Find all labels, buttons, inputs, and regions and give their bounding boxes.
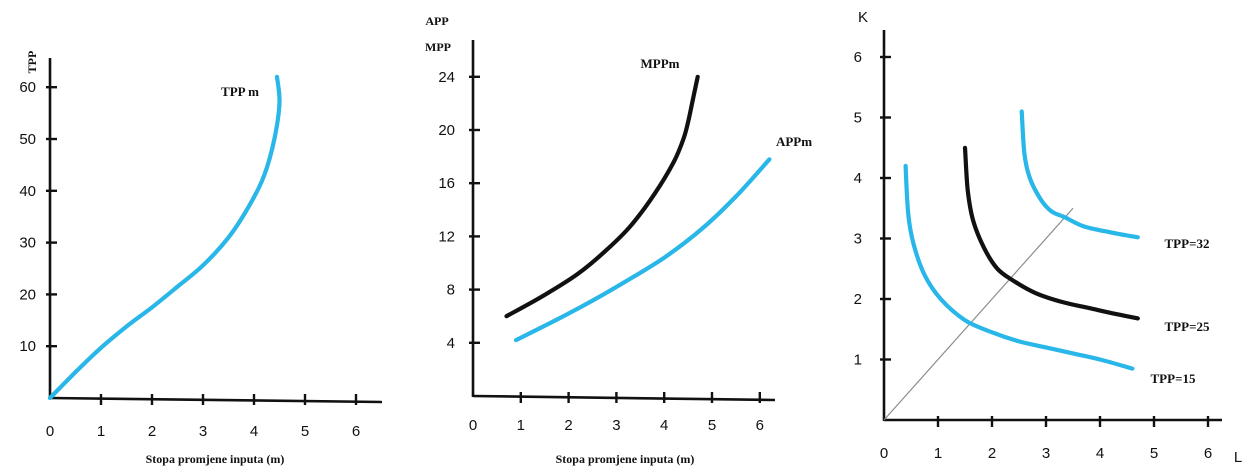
x-tick-label: 4 <box>1096 445 1104 462</box>
y-axis-label-secondary: MPP <box>425 40 451 54</box>
x-tick-label: 2 <box>564 417 572 434</box>
series-line-tpp-m <box>47 74 282 401</box>
x-tick-label: 2 <box>988 445 996 462</box>
x-tick-label: 0 <box>46 423 54 440</box>
x-tick-label: 5 <box>1150 445 1158 462</box>
series-label: TPP m <box>221 84 259 99</box>
y-tick-label: 1 <box>854 352 862 369</box>
y-tick-label: 50 <box>19 131 36 148</box>
x-tick-label: 5 <box>301 423 309 440</box>
y-tick-label: 60 <box>19 79 36 96</box>
x-tick-label: 5 <box>708 417 716 434</box>
series-label: TPP=25 <box>1165 319 1210 334</box>
series-line-tpp-25 <box>962 145 1140 321</box>
y-tick-label: 20 <box>438 122 455 139</box>
x-tick-label: 6 <box>352 423 360 440</box>
y-tick-label: 30 <box>19 235 36 252</box>
y-tick-label: 8 <box>447 282 455 299</box>
series-label: TPP=15 <box>1151 371 1196 386</box>
y-tick-label: 4 <box>447 335 455 352</box>
x-tick-label: 1 <box>934 445 942 462</box>
x-tick-label: 1 <box>517 417 525 434</box>
expansion-path-ray <box>883 207 1074 421</box>
isoquant-chart-panel: 0 1 2 3 4 5 6 1 2 3 4 5 6 L K TPP=15 TPP=25 TPP=32 <box>854 9 1243 466</box>
x-axis-label: L <box>1234 449 1242 466</box>
x-tick-label: 0 <box>469 417 477 434</box>
y-tick-label: 10 <box>19 338 36 355</box>
x-tick-label: 3 <box>612 417 620 434</box>
y-tick-label: 24 <box>438 69 455 86</box>
x-axis-label: Stopa promjene inputa (m) <box>556 452 695 466</box>
x-axis-line <box>49 396 383 404</box>
x-tick-label: 4 <box>250 423 258 440</box>
y-tick-label: 20 <box>19 286 36 303</box>
x-tick-label: 3 <box>1042 445 1050 462</box>
x-tick-label: 3 <box>199 423 207 440</box>
y-tick-label: 6 <box>854 49 862 66</box>
series-label: MPPm <box>641 56 680 71</box>
series-label: TPP=32 <box>1165 236 1210 251</box>
y-tick-label: 5 <box>854 110 862 127</box>
y-axis-label: K <box>858 9 868 26</box>
x-axis-label: Stopa promjene inputa (m) <box>146 452 285 466</box>
x-tick-label: 1 <box>97 423 105 440</box>
x-tick-label: 2 <box>148 423 156 440</box>
x-tick-label: 0 <box>880 445 888 462</box>
series-line-tpp-15 <box>903 163 1135 371</box>
y-tick-label: 40 <box>19 183 36 200</box>
series-label: APPm <box>776 134 812 149</box>
x-tick-label: 6 <box>756 417 764 434</box>
y-tick-label: 12 <box>438 228 455 245</box>
y-tick-label: 3 <box>854 231 862 248</box>
y-axis-label: APP <box>425 14 448 28</box>
y-tick-label: 16 <box>438 175 455 192</box>
y-axis-label: TPP <box>25 51 39 74</box>
series-line-mppm <box>504 74 700 319</box>
x-tick-label: 6 <box>1204 445 1212 462</box>
series-line-appm <box>513 157 772 343</box>
x-tick-label: 4 <box>660 417 668 434</box>
tpp-chart-panel: 0 1 2 3 4 5 6 10 20 30 40 50 60 Stopa promjene inputa… <box>19 51 383 466</box>
y-tick-label: 2 <box>854 291 862 308</box>
series-line-tpp-32 <box>1019 109 1140 240</box>
y-tick-label: 4 <box>854 170 862 187</box>
x-axis-line <box>472 394 776 402</box>
